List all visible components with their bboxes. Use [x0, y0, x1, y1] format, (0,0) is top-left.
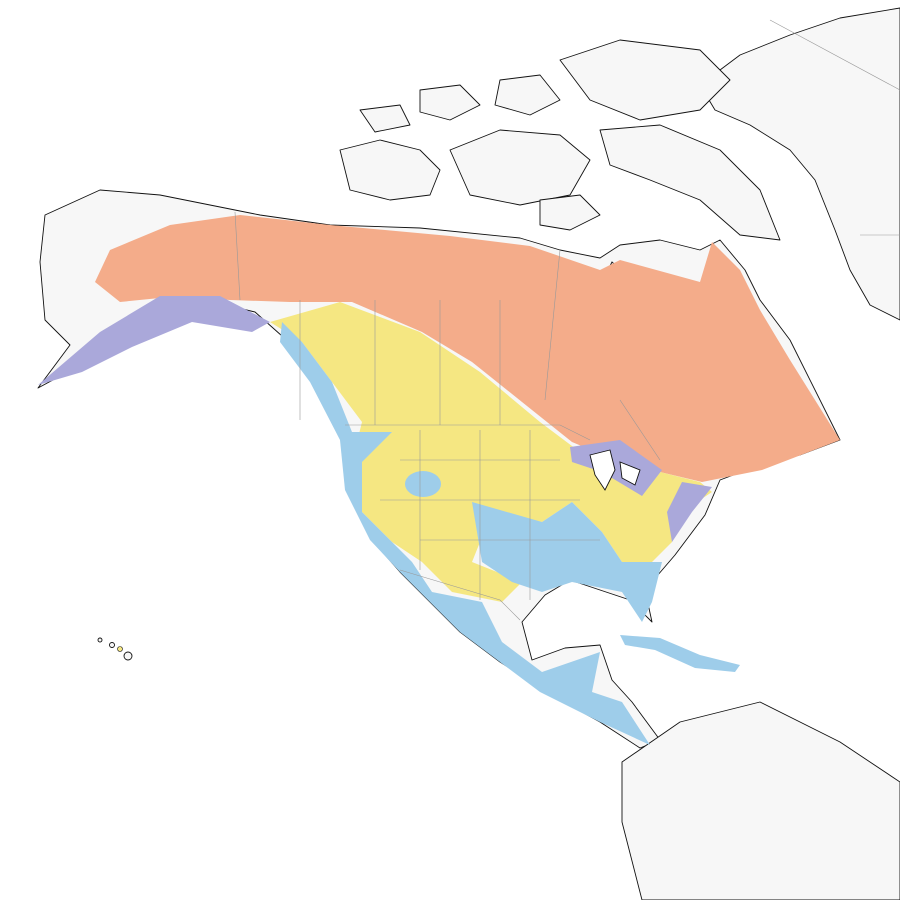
- range-blue-west: [280, 322, 650, 745]
- range-yellow: [270, 302, 712, 602]
- range-blue-caribbean: [620, 635, 740, 672]
- political-borders: [234, 19, 900, 621]
- range-blue-southeast: [472, 502, 662, 622]
- range-blue-interior: [405, 471, 441, 497]
- greenland: [699, 7, 900, 321]
- range-purple-alaska: [38, 296, 270, 385]
- arctic-islands: [339, 39, 781, 241]
- great-lakes: [589, 449, 641, 491]
- range-orange: [95, 215, 840, 482]
- hawaii: [97, 637, 133, 661]
- south-america: [621, 701, 900, 900]
- range-purple-east-coast: [667, 482, 712, 542]
